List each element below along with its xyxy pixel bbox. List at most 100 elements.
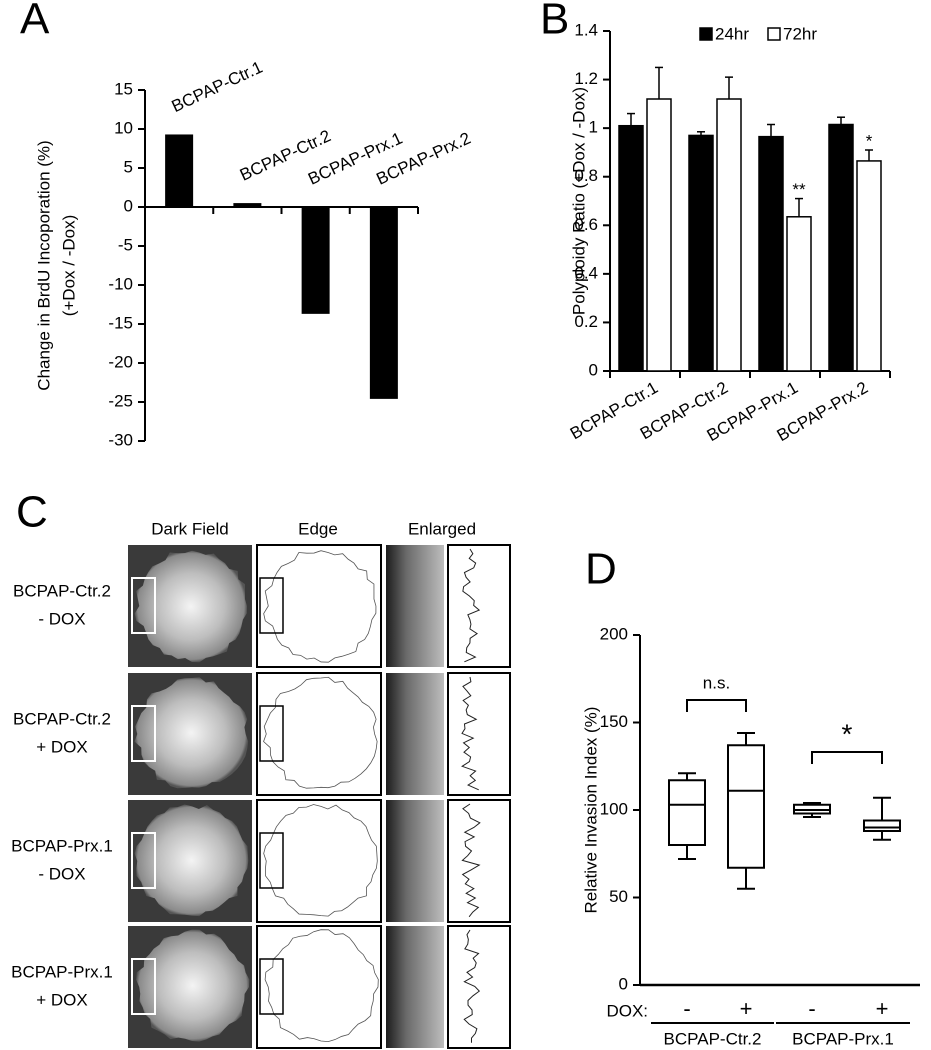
bar <box>716 98 742 372</box>
y-axis-title: Relative Invasion Index (%) <box>581 707 600 914</box>
enlarged-image <box>386 800 444 922</box>
y-tick-label: 0 <box>619 974 628 993</box>
selection-box <box>259 705 284 762</box>
panel-label: C <box>16 488 48 537</box>
enlarged-edge-image <box>447 672 511 796</box>
bar <box>301 207 330 314</box>
box <box>668 779 706 846</box>
y-tick-label: 5 <box>124 157 133 176</box>
enlarged-image <box>386 926 444 1048</box>
enlarged-edge-line <box>462 548 481 663</box>
bar <box>856 160 882 372</box>
bar <box>165 134 194 207</box>
bar <box>786 216 812 372</box>
y-tick-label: -30 <box>108 430 133 449</box>
y-tick-label: 0 <box>589 360 598 379</box>
y-axis-title: Change in BrdU Incoporation (%) <box>34 140 53 390</box>
group-label: BCPAP-Ctr.2 <box>664 1029 762 1048</box>
y-tick-label: 1.4 <box>574 20 598 39</box>
row-label: + DOX <box>36 737 88 756</box>
cell-colony <box>134 550 247 663</box>
bar <box>758 135 784 372</box>
selection-box <box>131 577 156 634</box>
x-tick-label: - <box>808 996 815 1021</box>
column-header: Dark Field <box>151 519 228 538</box>
significance-label: ** <box>792 180 806 199</box>
x-tick-label: + <box>876 996 889 1021</box>
selection-box <box>259 958 284 1015</box>
enlarged-image <box>386 673 444 795</box>
y-tick-label: -25 <box>108 391 133 410</box>
edge-outline <box>263 676 378 789</box>
selection-box <box>259 832 284 889</box>
category-label: BCPAP-Ctr.1 <box>169 58 266 117</box>
y-tick-label: 1 <box>589 118 598 137</box>
y-tick-label: 0 <box>124 196 133 215</box>
y-tick-label: 0.4 <box>574 263 598 282</box>
edge-image <box>256 544 382 668</box>
selection-box <box>131 958 156 1015</box>
bar <box>618 124 644 372</box>
selection-box <box>131 705 156 762</box>
enlarged-edge-image <box>447 925 511 1049</box>
y-tick-label: 15 <box>114 79 133 98</box>
column-header: Enlarged <box>408 519 476 538</box>
legend-label: 24hr <box>715 24 749 43</box>
x-tick-label: + <box>740 996 753 1021</box>
bar <box>828 123 854 372</box>
row-label: BCPAP-Ctr.2 <box>13 709 111 728</box>
bar <box>233 203 262 207</box>
edge-outline <box>263 550 377 663</box>
y-tick-label: -15 <box>108 313 133 332</box>
y-axis-title: (+Dox / -Dox) <box>59 215 78 317</box>
row-label: - DOX <box>38 609 85 628</box>
y-tick-label: 0.2 <box>574 312 598 331</box>
column-header: Edge <box>298 519 338 538</box>
edge-image <box>256 672 382 796</box>
bar <box>369 207 398 399</box>
comparison-bracket <box>686 699 747 712</box>
legend-swatch <box>699 27 713 41</box>
selection-box <box>259 577 284 634</box>
y-tick-label: 10 <box>114 118 133 137</box>
y-tick-label: 0.6 <box>574 215 598 234</box>
bar <box>646 98 672 372</box>
row-label: + DOX <box>36 990 88 1009</box>
cell-colony <box>134 677 249 789</box>
box <box>727 744 765 869</box>
enlarged-edge-line <box>461 676 479 791</box>
enlarged-image <box>386 545 444 667</box>
row-label: BCPAP-Prx.1 <box>11 836 113 855</box>
comparison-bracket <box>811 751 883 764</box>
comparison-label: * <box>842 718 853 749</box>
x-tick-label: - <box>683 996 690 1021</box>
x-prefix-label: DOX: <box>606 1001 648 1020</box>
y-tick-label: 150 <box>600 712 628 731</box>
legend-swatch <box>767 27 781 41</box>
panel-label: B <box>540 0 569 44</box>
row-label: BCPAP-Ctr.2 <box>13 581 111 600</box>
y-tick-label: -5 <box>118 235 133 254</box>
y-tick-label: 50 <box>609 887 628 906</box>
cell-colony <box>134 804 249 917</box>
edge-image <box>256 799 382 923</box>
panel-label: D <box>585 545 617 594</box>
y-tick-label: 100 <box>600 799 628 818</box>
selection-box <box>131 832 156 889</box>
enlarged-edge-image <box>447 544 511 668</box>
legend-label: 72hr <box>783 24 817 43</box>
significance-label: * <box>866 131 873 150</box>
enlarged-edge-image <box>447 799 511 923</box>
y-axis-title: Polyploidy Ratio (+Dox / -Dox) <box>569 87 588 315</box>
y-tick-label: -20 <box>108 352 133 371</box>
row-label: BCPAP-Prx.1 <box>11 962 113 981</box>
enlarged-edge-line <box>463 929 481 1043</box>
y-tick-label: 200 <box>600 624 628 643</box>
row-label: - DOX <box>38 864 85 883</box>
group-label: BCPAP-Prx.1 <box>792 1029 894 1048</box>
box <box>863 819 901 832</box>
y-tick-label: 1.2 <box>574 69 598 88</box>
y-tick-label: 0.8 <box>574 166 598 185</box>
cell-colony <box>136 929 250 1042</box>
